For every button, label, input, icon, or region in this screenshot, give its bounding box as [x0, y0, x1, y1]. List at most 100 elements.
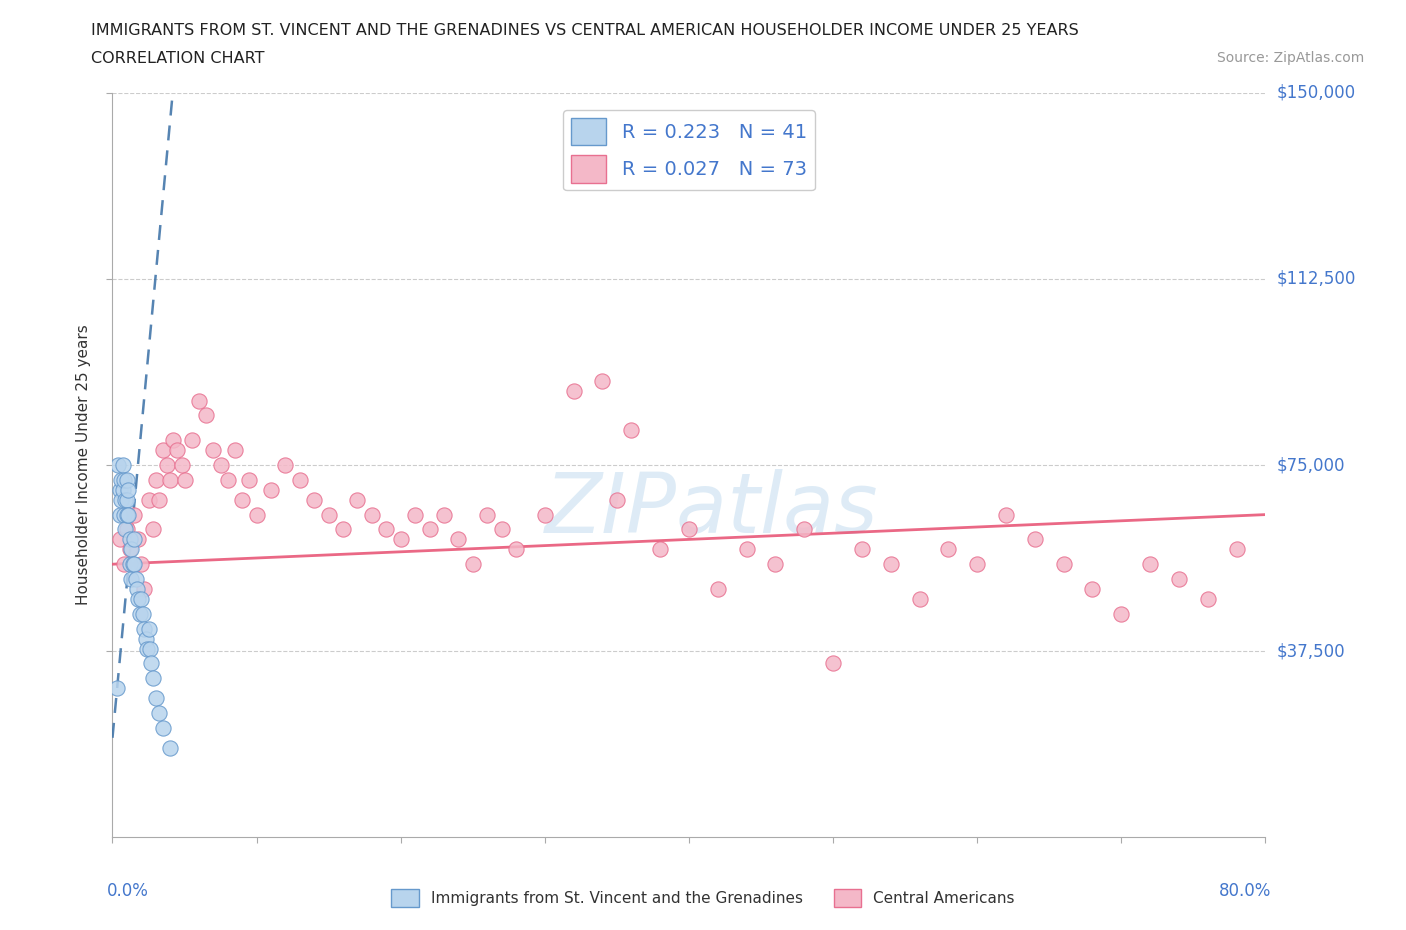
Point	[477, 507, 499, 522]
Y-axis label: Householder Income Under 25 years: Householder Income Under 25 years	[76, 325, 91, 605]
Point	[118, 542, 141, 557]
Point	[117, 507, 139, 522]
Point	[938, 542, 960, 557]
Point	[108, 532, 131, 547]
Point	[592, 373, 614, 388]
Point	[138, 492, 160, 507]
Point	[115, 507, 138, 522]
Text: $112,500: $112,500	[1277, 270, 1355, 288]
Point	[765, 557, 787, 572]
Point	[105, 681, 128, 696]
Text: 80.0%: 80.0%	[1219, 882, 1271, 899]
Point	[122, 557, 145, 572]
Point	[145, 472, 167, 487]
Text: $37,500: $37,500	[1277, 642, 1346, 660]
Point	[170, 458, 193, 472]
Point	[209, 458, 232, 472]
Point	[142, 522, 165, 537]
Point	[136, 641, 159, 656]
Point	[389, 532, 412, 547]
Point	[562, 383, 585, 398]
Point	[115, 492, 138, 507]
Point	[224, 443, 246, 458]
Point	[125, 581, 148, 596]
Point	[966, 557, 988, 572]
Point	[735, 542, 758, 557]
Point	[195, 408, 218, 423]
Point	[180, 432, 202, 447]
Point	[110, 472, 132, 487]
Point	[152, 443, 174, 458]
Point	[246, 507, 269, 522]
Point	[461, 557, 484, 572]
Point	[108, 507, 131, 522]
Point	[115, 472, 138, 487]
Point	[129, 557, 153, 572]
Point	[111, 483, 134, 498]
Point	[128, 606, 150, 621]
Point	[404, 507, 426, 522]
Point	[534, 507, 557, 522]
Point	[1053, 557, 1076, 572]
Point	[120, 572, 142, 587]
Point	[139, 641, 162, 656]
Point	[121, 557, 143, 572]
Point	[1139, 557, 1161, 572]
Point	[188, 393, 211, 408]
Point	[1081, 581, 1104, 596]
Point	[148, 706, 170, 721]
Point	[620, 423, 643, 438]
Point	[447, 532, 470, 547]
Point	[145, 691, 167, 706]
Point	[148, 492, 170, 507]
Point	[152, 721, 174, 736]
Point	[375, 522, 398, 537]
Point	[202, 443, 225, 458]
Point	[135, 631, 157, 646]
Point	[118, 557, 141, 572]
Point	[112, 557, 135, 572]
Point	[1111, 606, 1133, 621]
Point	[821, 656, 844, 671]
Point	[110, 492, 132, 507]
Point	[142, 671, 165, 685]
Text: Source: ZipAtlas.com: Source: ZipAtlas.com	[1216, 51, 1364, 65]
Point	[118, 532, 141, 547]
Point	[108, 483, 131, 498]
Point	[112, 507, 135, 522]
Text: $150,000: $150,000	[1277, 84, 1355, 102]
Point	[166, 443, 188, 458]
Point	[134, 581, 156, 596]
Point	[1168, 572, 1191, 587]
Point	[433, 507, 456, 522]
Point	[851, 542, 873, 557]
Point	[111, 458, 134, 472]
Point	[132, 606, 155, 621]
Point	[238, 472, 260, 487]
Point	[141, 656, 163, 671]
Text: CORRELATION CHART: CORRELATION CHART	[91, 51, 264, 66]
Point	[304, 492, 326, 507]
Text: $75,000: $75,000	[1277, 456, 1346, 474]
Point	[127, 591, 149, 606]
Point	[115, 522, 138, 537]
Point	[346, 492, 368, 507]
Point	[1226, 542, 1249, 557]
Point	[231, 492, 253, 507]
Point	[129, 591, 153, 606]
Point	[880, 557, 903, 572]
Text: IMMIGRANTS FROM ST. VINCENT AND THE GRENADINES VS CENTRAL AMERICAN HOUSEHOLDER I: IMMIGRANTS FROM ST. VINCENT AND THE GREN…	[91, 23, 1080, 38]
Point	[678, 522, 700, 537]
Point	[134, 621, 156, 636]
Point	[361, 507, 384, 522]
Point	[505, 542, 527, 557]
Point	[707, 581, 730, 596]
Point	[995, 507, 1018, 522]
Point	[908, 591, 931, 606]
Point	[122, 532, 145, 547]
Point	[138, 621, 160, 636]
Point	[107, 458, 129, 472]
Point	[260, 483, 283, 498]
Text: ZIPatlas: ZIPatlas	[546, 469, 879, 551]
Point	[318, 507, 340, 522]
